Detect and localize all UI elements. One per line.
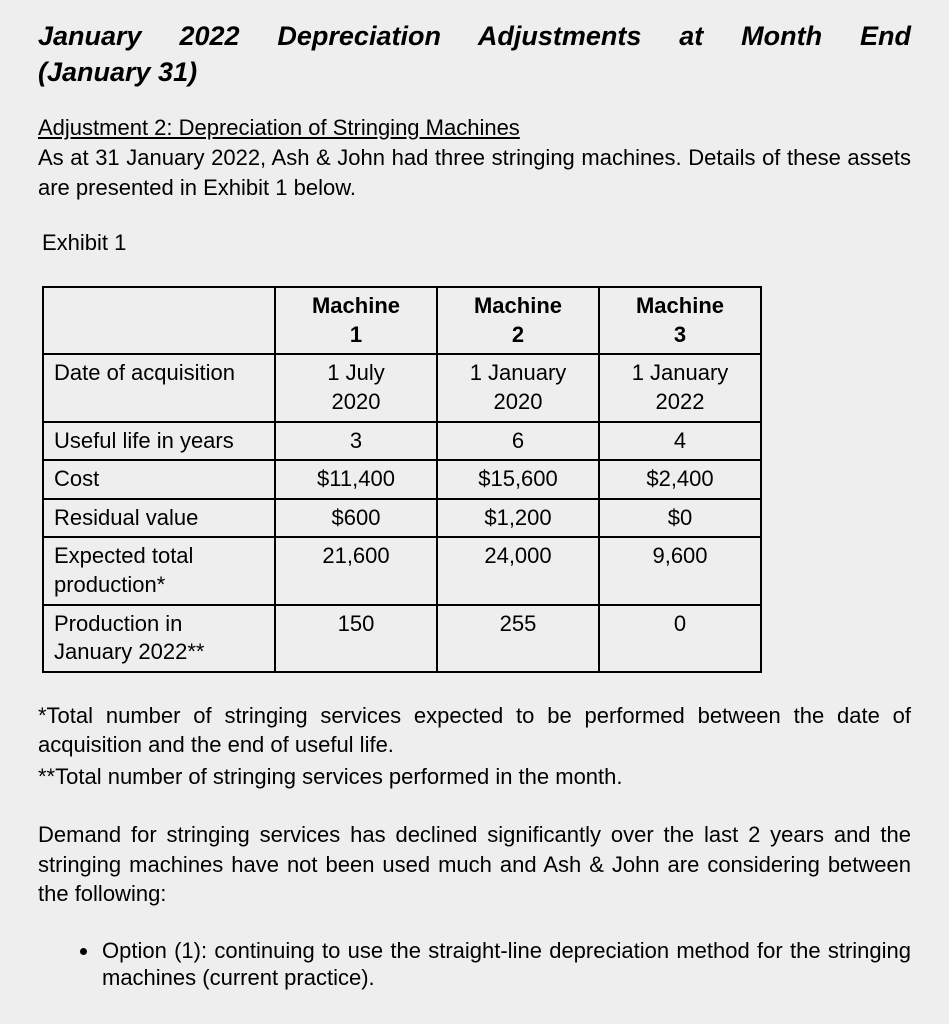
cell: $2,400 [599, 460, 761, 499]
cell: 150 [275, 605, 437, 672]
title-line-2: (January 31) [38, 54, 911, 90]
exhibit-table: Machine 1 Machine 2 Machine 3 Date of ac… [42, 286, 762, 673]
cell: $15,600 [437, 460, 599, 499]
document-page: January 2022 Depreciation Adjustments at… [0, 0, 949, 1024]
footnote-2: **Total number of stringing services per… [38, 762, 911, 792]
table-row: Production in January 2022** 150 255 0 [43, 605, 761, 672]
cell: 4 [599, 422, 761, 461]
page-title: January 2022 Depreciation Adjustments at… [38, 18, 911, 91]
cell: 0 [599, 605, 761, 672]
table-header-row: Machine 1 Machine 2 Machine 3 [43, 287, 761, 354]
cell: 1 January 2020 [437, 354, 599, 421]
cell: 6 [437, 422, 599, 461]
cell: 1 January 2022 [599, 354, 761, 421]
cell: $600 [275, 499, 437, 538]
table-row: Date of acquisition 1 July 2020 1 Januar… [43, 354, 761, 421]
section-subheading: Adjustment 2: Depreciation of Stringing … [38, 115, 911, 141]
header-machine-2: Machine 2 [437, 287, 599, 354]
cell: $1,200 [437, 499, 599, 538]
row-label: Date of acquisition [43, 354, 275, 421]
demand-paragraph: Demand for stringing services has declin… [38, 820, 911, 909]
cell: 255 [437, 605, 599, 672]
cell: 9,600 [599, 537, 761, 604]
row-label: Production in January 2022** [43, 605, 275, 672]
table-row: Expected total production* 21,600 24,000… [43, 537, 761, 604]
title-line-1: January 2022 Depreciation Adjustments at… [38, 18, 911, 54]
header-machine-1: Machine 1 [275, 287, 437, 354]
row-label: Cost [43, 460, 275, 499]
options-list: Option (1): continuing to use the straig… [38, 937, 911, 992]
header-blank [43, 287, 275, 354]
cell: $11,400 [275, 460, 437, 499]
exhibit-label: Exhibit 1 [42, 230, 911, 256]
table-row: Cost $11,400 $15,600 $2,400 [43, 460, 761, 499]
footnote-1: *Total number of stringing services expe… [38, 701, 911, 760]
table-row: Residual value $600 $1,200 $0 [43, 499, 761, 538]
header-machine-3: Machine 3 [599, 287, 761, 354]
cell: $0 [599, 499, 761, 538]
cell: 24,000 [437, 537, 599, 604]
row-label: Useful life in years [43, 422, 275, 461]
intro-paragraph: As at 31 January 2022, Ash & John had th… [38, 143, 911, 202]
row-label: Residual value [43, 499, 275, 538]
cell: 3 [275, 422, 437, 461]
row-label: Expected total production* [43, 537, 275, 604]
option-item-1: Option (1): continuing to use the straig… [100, 937, 911, 992]
cell: 1 July 2020 [275, 354, 437, 421]
footnotes: *Total number of stringing services expe… [38, 701, 911, 792]
cell: 21,600 [275, 537, 437, 604]
table-row: Useful life in years 3 6 4 [43, 422, 761, 461]
